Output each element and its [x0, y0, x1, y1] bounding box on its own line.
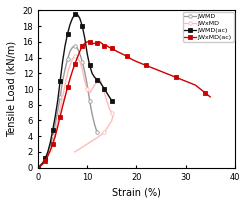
X-axis label: Strain (%): Strain (%) — [112, 187, 161, 197]
Y-axis label: Tensile Load (kN/m): Tensile Load (kN/m) — [7, 41, 17, 137]
Legend: JWMD, JWxMD, JWMD(ac), JWxMD(ac): JWMD, JWxMD, JWMD(ac), JWxMD(ac) — [183, 12, 234, 42]
